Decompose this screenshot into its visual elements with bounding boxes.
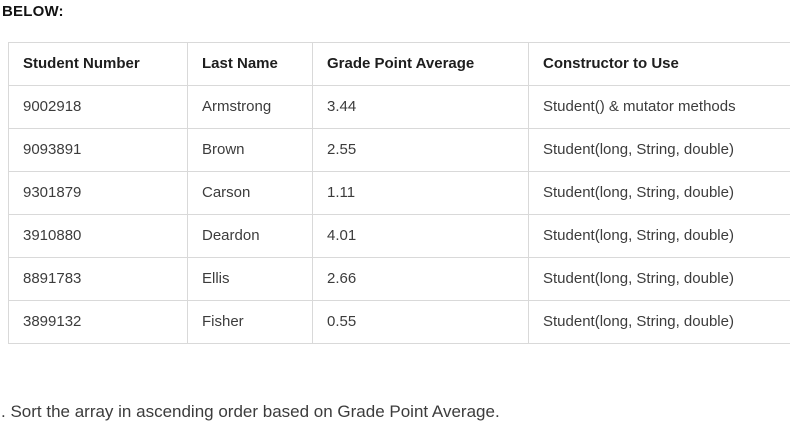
cell-gpa: 4.01 [312, 214, 529, 258]
table-row: 9301879 Carson 1.11 Student(long, String… [8, 171, 790, 215]
section-label: BELOW: [2, 3, 64, 20]
cell-student-number: 9002918 [8, 85, 188, 129]
cell-gpa: 2.66 [312, 257, 529, 301]
cell-gpa: 3.44 [312, 85, 529, 129]
cell-constructor: Student(long, String, double) [528, 257, 790, 301]
column-header-constructor: Constructor to Use [528, 42, 790, 86]
students-table: Student Number Last Name Grade Point Ave… [8, 42, 790, 344]
cell-last-name: Ellis [187, 257, 313, 301]
column-header-gpa: Grade Point Average [312, 42, 529, 86]
cell-student-number: 9301879 [8, 171, 188, 215]
cell-gpa: 2.55 [312, 128, 529, 172]
cell-last-name: Fisher [187, 300, 313, 344]
table-row: 9002918 Armstrong 3.44 Student() & mutat… [8, 85, 790, 129]
cell-constructor: Student(long, String, double) [528, 128, 790, 172]
cell-constructor: Student(long, String, double) [528, 300, 790, 344]
cell-student-number: 8891783 [8, 257, 188, 301]
cell-last-name: Armstrong [187, 85, 313, 129]
table-row: 3899132 Fisher 0.55 Student(long, String… [8, 300, 790, 344]
column-header-student-number: Student Number [8, 42, 188, 86]
cell-student-number: 3910880 [8, 214, 188, 258]
cell-student-number: 9093891 [8, 128, 188, 172]
cell-constructor: Student(long, String, double) [528, 171, 790, 215]
cell-constructor: Student(long, String, double) [528, 214, 790, 258]
table-row: 9093891 Brown 2.55 Student(long, String,… [8, 128, 790, 172]
instruction-text: . Sort the array in ascending order base… [1, 402, 500, 421]
cell-constructor: Student() & mutator methods [528, 85, 790, 129]
table-header-row: Student Number Last Name Grade Point Ave… [8, 42, 790, 86]
cell-last-name: Brown [187, 128, 313, 172]
cell-last-name: Carson [187, 171, 313, 215]
table-row: 8891783 Ellis 2.66 Student(long, String,… [8, 257, 790, 301]
cell-last-name: Deardon [187, 214, 313, 258]
cell-gpa: 1.11 [312, 171, 529, 215]
cell-gpa: 0.55 [312, 300, 529, 344]
cell-student-number: 3899132 [8, 300, 188, 344]
column-header-last-name: Last Name [187, 42, 313, 86]
table-row: 3910880 Deardon 4.01 Student(long, Strin… [8, 214, 790, 258]
